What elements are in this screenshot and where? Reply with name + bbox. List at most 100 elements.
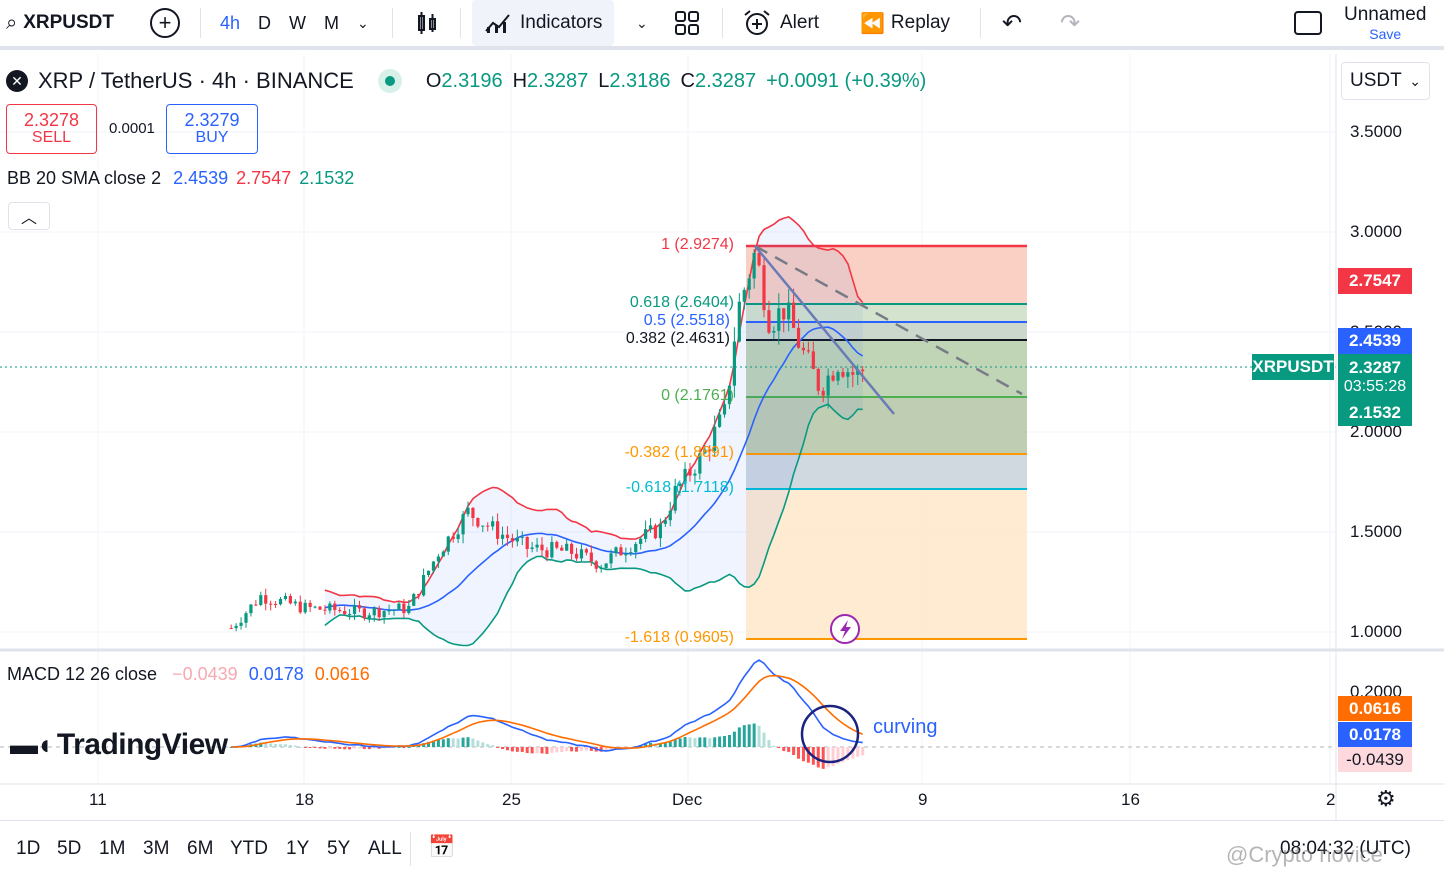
candle-body [782,308,786,320]
chart-type-button[interactable] [414,0,440,46]
macd-bar [703,737,707,747]
candle-body [412,594,416,606]
candle-body [644,529,648,539]
range-1m[interactable]: 1M [99,838,126,859]
macd-bar [816,747,820,768]
market-status-icon[interactable] [377,69,402,93]
candle-body [713,426,717,451]
interval-m[interactable]: M [324,12,340,33]
candle-body [278,598,283,605]
macd-bar [604,747,608,752]
macd-bar [698,737,702,747]
symbol-title[interactable]: XRP / TetherUS · 4h · BINANCE [38,68,354,93]
range-bar [0,820,1444,880]
macd-bar [515,747,519,752]
redo-icon: ↷ [1060,9,1081,37]
high-value: 2.3287 [527,69,589,92]
chart-canvas[interactable] [0,54,1444,820]
buy-button[interactable]: 2.3279 BUY [166,104,258,154]
settings-gear-icon[interactable]: ⚙ [1376,786,1396,811]
price-tick: 1.0000 [1350,622,1402,641]
fib-retracement[interactable] [746,244,1027,640]
sell-button[interactable]: 2.3278 SELL [6,104,97,154]
compare-button[interactable]: + [150,0,180,46]
macd-bar [274,744,278,747]
macd-bar [797,747,801,759]
macd-bar [279,744,283,747]
candle-body [239,622,243,626]
candle-body [846,372,850,377]
bb-legend[interactable]: BB 20 SMA close 2 2.4539 2.7547 2.1532 [7,168,354,189]
range-ytd[interactable]: YTD [230,838,268,859]
candle-body [293,601,297,604]
indicators-button[interactable]: Indicators [472,0,615,46]
macd-legend[interactable]: MACD 12 26 close −0.0439 0.0178 0.0616 [7,664,370,685]
candle-body [372,607,376,616]
interval-w[interactable]: W [289,12,307,33]
macd-histogram [229,723,865,769]
range-1y[interactable]: 1Y [286,838,310,859]
macd-bar [348,747,352,750]
macd-bar [288,745,292,747]
macd-bar [782,747,786,752]
macd-bar [575,747,579,752]
candle-body [387,610,391,612]
range-3m[interactable]: 3M [143,838,170,859]
macd-bar [767,740,771,747]
bar-countdown: 03:55:28 [1343,377,1407,395]
trend-line[interactable] [754,245,895,415]
macd-bar [540,747,544,754]
candle-body [259,595,263,605]
collapse-legend-button[interactable]: ︿ [8,202,50,230]
macd-bar [303,747,307,748]
layouts-button[interactable] [674,0,700,46]
macd-bar [545,747,549,754]
macd-bar [713,737,717,747]
candle-body [688,468,692,476]
chevron-down-icon[interactable]: ⌄ [357,14,369,31]
candle-body [392,609,396,611]
divider [392,8,393,38]
candle-body [274,603,278,605]
candle-body [639,538,643,545]
candle-body [535,544,539,548]
indicators-dropdown[interactable]: ⌄ [636,0,648,46]
range-5y[interactable]: 5Y [327,838,351,859]
curving-annotation[interactable]: curving [873,716,938,738]
layout-checkbox[interactable] [1294,0,1322,46]
candle-body [841,372,845,377]
utc-clock[interactable]: 08:04:32 (UTC) [1280,838,1411,859]
currency-select[interactable]: USDT ⌄ [1341,62,1430,100]
symbol-search-button[interactable]: ⌕ XRPUSDT [6,0,114,46]
candle-body [407,605,411,614]
undo-button[interactable]: ↶ [1002,0,1022,46]
range-5d[interactable]: 5D [57,838,82,859]
macd-bar [826,747,830,768]
macd-bar [663,742,667,747]
tv-mark-icon: ▬◖ [10,729,53,760]
event-icon[interactable] [830,614,860,644]
range-1d[interactable]: 1D [16,838,41,859]
macd-bar [801,747,805,762]
redo-button[interactable]: ↷ [1060,0,1080,46]
replay-button[interactable]: ⏪ Replay [860,0,950,46]
layout-name-button[interactable]: Unnamed Save [1344,0,1426,46]
time-tick: 25 [502,790,521,809]
macd-bar [757,725,761,747]
macd-bar [343,747,347,750]
range-all[interactable]: ALL [368,838,402,859]
macd-bar [501,747,505,749]
interval-4h[interactable]: 4h [220,12,241,33]
candle-body [718,414,722,427]
date-range-icon[interactable]: 📅 [428,834,456,859]
fib-label: 0 (2.1761) [661,387,734,404]
highlight-circle[interactable] [800,704,860,764]
macd-bar [318,747,322,749]
range-6m[interactable]: 6M [187,838,214,859]
alert-button[interactable]: Alert [742,0,819,46]
interval-d[interactable]: D [258,12,272,33]
tradingview-logo: ▬◖ TradingView [10,728,228,762]
trend-line-dashed[interactable] [754,244,1023,396]
divider [200,8,201,38]
macd-bar [293,745,297,747]
